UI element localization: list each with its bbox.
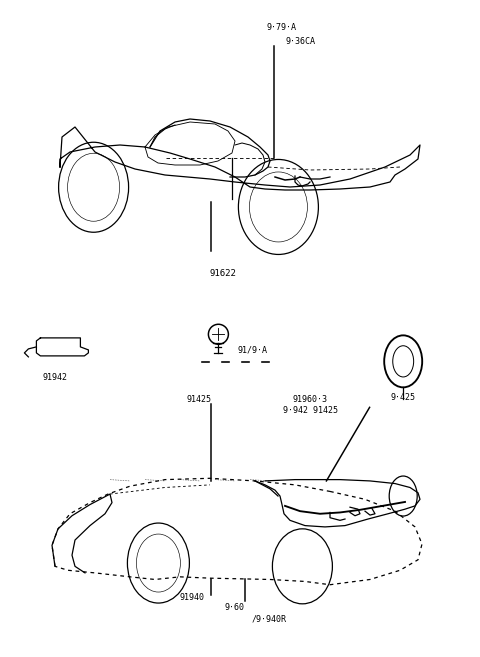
Text: 9·942 91425: 9·942 91425 bbox=[283, 406, 338, 415]
Text: 91/9·A: 91/9·A bbox=[238, 345, 268, 354]
Text: 9·425: 9·425 bbox=[391, 393, 416, 402]
Text: 91942: 91942 bbox=[43, 373, 68, 382]
Text: 9·60: 9·60 bbox=[224, 603, 244, 612]
Text: 91940: 91940 bbox=[180, 593, 204, 602]
Text: 91425: 91425 bbox=[187, 395, 212, 404]
Text: 9·79·A: 9·79·A bbox=[266, 22, 297, 32]
Text: 91960·3: 91960·3 bbox=[293, 395, 328, 404]
Text: /9·940R: /9·940R bbox=[252, 614, 287, 623]
Text: 9·36CA: 9·36CA bbox=[286, 37, 316, 46]
Text: 91622: 91622 bbox=[210, 269, 237, 279]
